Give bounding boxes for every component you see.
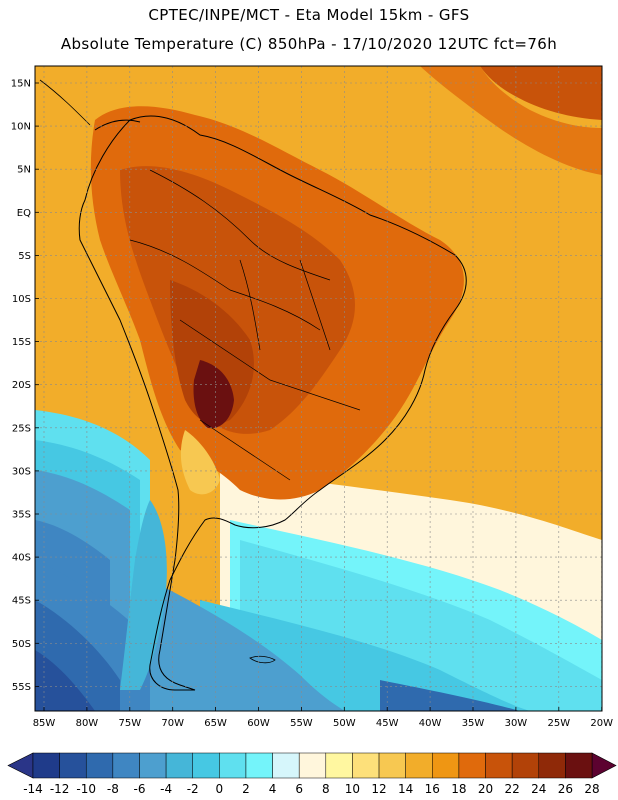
colorbar-label: -8 xyxy=(107,782,119,796)
colorbar-swatch xyxy=(165,752,193,779)
colorbar-swatch xyxy=(352,752,380,779)
colorbar-label: 10 xyxy=(345,782,360,796)
lat-label: 35S xyxy=(12,510,31,521)
colorbar-label: 2 xyxy=(242,782,250,796)
lat-label: 15S xyxy=(12,337,31,348)
lon-label: 40W xyxy=(419,718,442,729)
colorbar-swatch xyxy=(219,752,247,779)
lat-label: 5S xyxy=(18,251,31,262)
colorbar-swatch xyxy=(192,752,220,779)
lat-label: 30S xyxy=(12,466,31,477)
colorbar-label: 14 xyxy=(398,782,413,796)
colorbar-label: 0 xyxy=(216,782,224,796)
colorbar-swatch xyxy=(458,752,486,779)
lon-label: 20W xyxy=(590,718,613,729)
lon-label: 75W xyxy=(118,718,141,729)
colorbar-label: 28 xyxy=(584,782,599,796)
lon-label: 55W xyxy=(290,718,313,729)
colorbar-swatch xyxy=(112,752,140,779)
lat-label: 10S xyxy=(12,294,31,305)
lat-label: 45S xyxy=(12,596,31,607)
colorbar-swatch xyxy=(32,752,60,779)
longitude-labels: 85W 80W 75W 70W 65W 60W 55W 50W 45W 40W 35W 30W 25W 2… xyxy=(33,707,613,729)
lat-label: 55S xyxy=(12,682,31,693)
colorbar-swatch xyxy=(59,752,87,779)
colorbar-label: 8 xyxy=(322,782,330,796)
temperature-field xyxy=(35,66,602,711)
lon-label: 80W xyxy=(76,718,99,729)
latitude-labels: 15N 10N 5N EQ 5S 10S 15S 20S 25S 30S 35S 40S 45S 50S 5… xyxy=(11,79,39,693)
lat-label: 40S xyxy=(12,553,31,564)
colorbar-swatch xyxy=(378,752,406,779)
lon-label: 45W xyxy=(376,718,399,729)
colorbar-swatch xyxy=(85,752,114,779)
lon-label: 60W xyxy=(247,718,270,729)
colorbar-swatch xyxy=(405,752,433,779)
colorbar-swatch xyxy=(538,752,566,779)
colorbar-swatch xyxy=(245,752,273,779)
colorbar-label: -12 xyxy=(50,782,70,796)
lon-label: 50W xyxy=(333,718,356,729)
colorbar-label: 6 xyxy=(295,782,303,796)
colorbar-label: 26 xyxy=(558,782,573,796)
lat-label: 10N xyxy=(11,122,31,133)
colorbar-label: -10 xyxy=(76,782,96,796)
colorbar-label: 12 xyxy=(371,782,386,796)
colorbar-swatch xyxy=(485,752,513,779)
lon-label: 35W xyxy=(462,718,485,729)
lat-label: 15N xyxy=(11,79,31,90)
colorbar-swatch xyxy=(298,752,327,779)
lat-label: EQ xyxy=(17,208,31,219)
map-border xyxy=(34,65,603,712)
chart-subtitle: Absolute Temperature (C) 850hPa - 17/10/… xyxy=(60,35,558,53)
lon-label: 70W xyxy=(161,718,184,729)
colorbar-label: 16 xyxy=(425,782,440,796)
colorbar-under-arrow xyxy=(7,752,34,779)
colorbar-label: -6 xyxy=(133,782,145,796)
colorbar-label: -4 xyxy=(160,782,172,796)
lon-label: 30W xyxy=(505,718,528,729)
colorbar: -14 -12 -10 -8 -6 -4 -2 0 2 4 6 8 10 12 14 16 18 20 22 24 26… xyxy=(7,752,617,796)
lat-label: 5N xyxy=(17,165,31,176)
lon-label: 85W xyxy=(33,718,56,729)
chart-title: CPTEC/INPE/MCT - Eta Model 15km - GFS xyxy=(148,6,470,24)
colorbar-label: 22 xyxy=(505,782,520,796)
lat-label: 50S xyxy=(12,639,31,650)
colorbar-label: 20 xyxy=(478,782,493,796)
colorbar-swatch xyxy=(511,752,540,779)
colorbar-label: 24 xyxy=(531,782,546,796)
colorbar-swatch xyxy=(565,752,593,779)
lat-label: 25S xyxy=(12,423,31,434)
colorbar-swatch xyxy=(432,752,460,779)
lon-label: 65W xyxy=(204,718,227,729)
colorbar-label: 4 xyxy=(269,782,277,796)
colorbar-label: -2 xyxy=(187,782,199,796)
lat-label: 20S xyxy=(12,380,31,391)
colorbar-over-arrow xyxy=(591,752,617,779)
colorbar-label: -14 xyxy=(23,782,43,796)
colorbar-swatch xyxy=(272,752,300,779)
colorbar-swatch xyxy=(325,752,353,779)
lon-label: 25W xyxy=(547,718,570,729)
colorbar-swatch xyxy=(139,752,167,779)
colorbar-label: 18 xyxy=(451,782,466,796)
